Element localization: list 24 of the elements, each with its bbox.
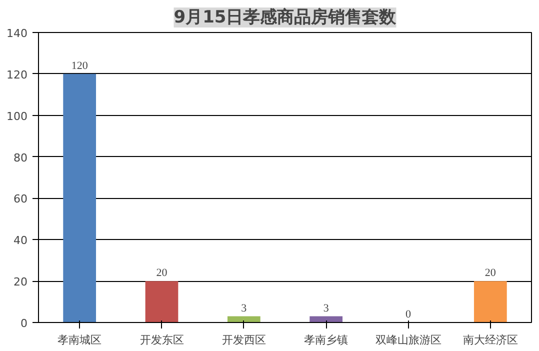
data-label: 3: [323, 302, 330, 314]
data-label: 3: [241, 302, 248, 314]
x-tick-label: 南大经济区: [462, 334, 518, 346]
bar: [145, 281, 178, 322]
x-tick-label: 双峰山旅游区: [375, 334, 442, 346]
data-label: 20: [484, 267, 496, 280]
data-label: 120: [71, 60, 88, 72]
x-tick-label: 开发东区: [140, 334, 184, 346]
data-label: 0: [406, 308, 412, 320]
y-tick-label: 120: [6, 68, 28, 82]
bar: [63, 74, 96, 322]
x-tick-label: 孝南城区: [58, 334, 102, 346]
y-tick-label: 0: [20, 317, 28, 330]
y-tick-label: 60: [14, 192, 28, 206]
data-label: 20: [156, 267, 168, 280]
y-tick-label: 100: [6, 110, 28, 123]
x-tick-label: 孝南乡镇: [304, 334, 348, 346]
y-tick-label: 20: [14, 276, 28, 289]
chart-title: 9月15日孝感商品房销售套数: [174, 8, 398, 28]
x-tick-label: 开发西区: [222, 334, 266, 346]
y-tick-label: 80: [14, 151, 28, 164]
bar: [474, 281, 507, 322]
y-tick-label: 40: [14, 234, 28, 248]
y-tick-label: 140: [6, 27, 28, 40]
